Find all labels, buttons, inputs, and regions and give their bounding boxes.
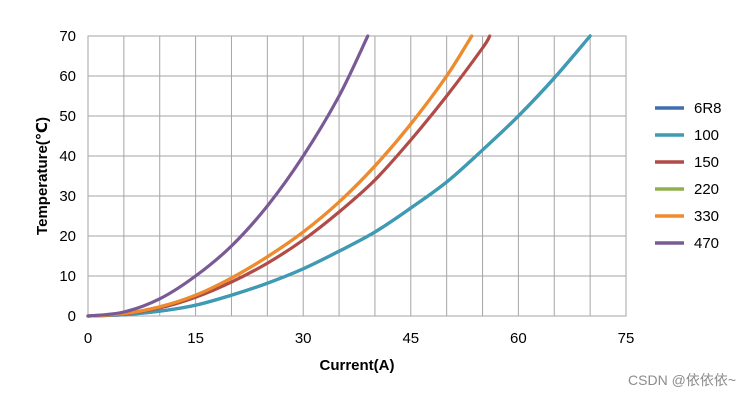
legend-label: 6R8 xyxy=(694,100,722,117)
series-line-470 xyxy=(86,34,370,318)
x-tick-label: 75 xyxy=(618,330,635,347)
x-tick-label: 30 xyxy=(295,330,312,347)
x-tick-label: 45 xyxy=(402,330,419,347)
y-tick-label: 0 xyxy=(68,308,76,325)
legend-label: 330 xyxy=(694,208,719,225)
series-line-330 xyxy=(86,34,474,318)
y-tick-label: 40 xyxy=(59,148,76,165)
legend: 6R8 100 150 220 330 470 xyxy=(655,100,722,252)
y-axis-title: Temperature(℃) xyxy=(34,117,51,235)
y-tick-label: 10 xyxy=(59,268,76,285)
axes: 0 15 30 45 60 75 0 10 20 30 40 50 60 70 xyxy=(59,28,634,347)
y-tick-label: 50 xyxy=(59,108,76,125)
x-tick-label: 0 xyxy=(84,330,92,347)
y-tick-label: 70 xyxy=(59,28,76,45)
legend-label: 150 xyxy=(694,154,719,171)
x-axis-title: Current(A) xyxy=(320,357,395,374)
y-tick-label: 30 xyxy=(59,188,76,205)
y-tick-label: 60 xyxy=(59,68,76,85)
plot-area-border xyxy=(87,35,627,317)
y-tick-label: 20 xyxy=(59,228,76,245)
series-line-220 xyxy=(86,34,474,318)
series-line-100 xyxy=(86,34,592,318)
legend-label: 100 xyxy=(694,127,719,144)
x-tick-label: 60 xyxy=(510,330,527,347)
watermark-text: CSDN @依依依~ xyxy=(628,372,736,388)
grid xyxy=(87,35,627,317)
series-lines xyxy=(86,34,592,318)
legend-label: 220 xyxy=(694,181,719,198)
legend-label: 470 xyxy=(694,235,719,252)
x-tick-label: 15 xyxy=(187,330,204,347)
